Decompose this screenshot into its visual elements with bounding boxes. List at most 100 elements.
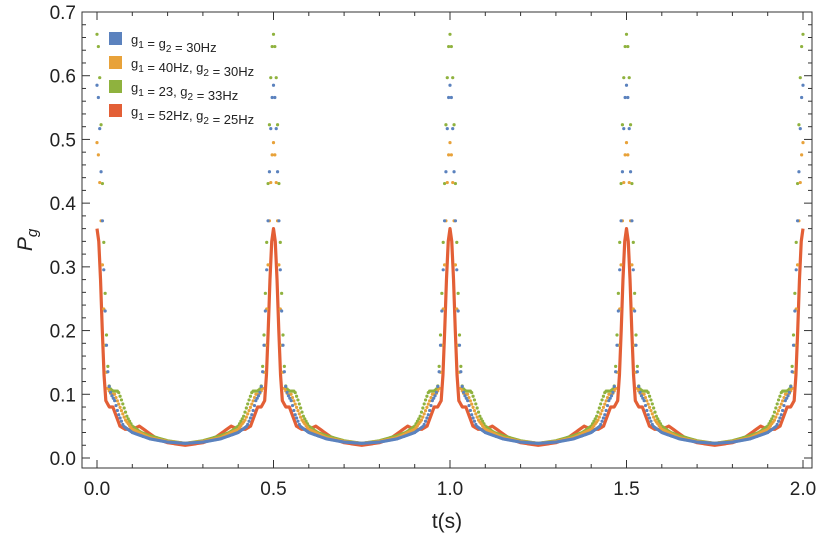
data-point <box>418 414 422 418</box>
data-point <box>297 402 301 406</box>
data-point <box>448 32 452 36</box>
data-point <box>795 219 800 223</box>
data-point <box>601 394 606 398</box>
data-point <box>261 364 265 368</box>
data-point <box>474 412 478 416</box>
data-point <box>630 181 634 186</box>
data-point <box>277 181 281 186</box>
data-point <box>103 309 107 313</box>
data-point <box>592 419 596 423</box>
data-point <box>118 416 122 420</box>
data-point <box>627 76 631 80</box>
data-point <box>115 408 119 413</box>
data-point <box>451 127 455 131</box>
data-point <box>457 343 462 347</box>
data-point <box>247 398 251 402</box>
data-point <box>635 364 639 368</box>
data-point <box>246 412 250 416</box>
data-point <box>652 415 656 419</box>
data-point <box>619 263 623 267</box>
data-point <box>114 395 118 400</box>
data-point <box>96 44 100 49</box>
data-point <box>608 396 612 400</box>
data-point <box>296 398 300 402</box>
data-point <box>304 419 308 423</box>
data-point <box>797 170 801 174</box>
data-point <box>270 95 274 100</box>
data-point <box>444 123 448 127</box>
data-point <box>419 418 424 422</box>
data-point <box>96 95 100 100</box>
data-point <box>433 394 437 398</box>
data-point <box>620 170 625 174</box>
data-point <box>630 219 634 223</box>
data-point <box>626 153 630 157</box>
data-point <box>653 410 657 414</box>
data-point <box>123 410 128 414</box>
data-point <box>624 83 629 87</box>
data-point <box>273 44 277 49</box>
data-point <box>774 415 778 419</box>
data-point <box>286 394 291 398</box>
data-point <box>626 95 630 100</box>
data-point <box>280 309 284 313</box>
data-point <box>244 406 248 410</box>
data-point <box>599 412 603 416</box>
data-point <box>453 181 458 186</box>
data-point <box>601 416 606 420</box>
data-point <box>464 396 468 400</box>
data-point <box>256 394 261 398</box>
data-point <box>293 413 297 417</box>
data-point <box>633 309 637 313</box>
data-point <box>603 413 607 417</box>
x-tick-label: 0.0 <box>84 479 110 500</box>
data-point <box>95 32 99 36</box>
data-point <box>281 333 285 337</box>
data-point <box>652 406 656 410</box>
data-point <box>282 370 286 374</box>
data-point <box>783 399 787 403</box>
data-point <box>630 263 634 267</box>
data-point <box>790 364 794 368</box>
data-point <box>430 399 434 403</box>
data-point <box>103 291 107 295</box>
data-point <box>267 170 272 174</box>
data-point <box>472 419 477 423</box>
data-point <box>459 364 463 368</box>
data-point <box>303 417 307 421</box>
data-point <box>474 402 478 406</box>
data-point <box>795 263 800 267</box>
data-point <box>247 419 251 423</box>
data-point <box>622 127 626 131</box>
plot-frame <box>81 11 813 469</box>
data-point <box>436 384 440 389</box>
data-point <box>600 419 604 423</box>
data-point <box>475 406 479 410</box>
series-2 <box>95 141 805 445</box>
data-point <box>275 123 280 127</box>
data-point <box>95 83 99 87</box>
axes: 0.0 0.5 1.0 1.5 2.0 0.0 0.1 0.2 0.3 0.4 0.5 0.6 0.7 t… <box>14 3 816 533</box>
data-point <box>452 123 456 127</box>
data-point <box>622 76 626 80</box>
data-point <box>273 95 277 100</box>
data-point <box>480 419 485 423</box>
data-point <box>645 399 649 403</box>
data-point <box>448 83 452 87</box>
data-point <box>434 390 439 394</box>
data-point <box>441 268 445 272</box>
data-point <box>620 123 625 127</box>
data-point <box>800 153 804 157</box>
data-point <box>432 396 436 400</box>
data-point <box>441 240 445 244</box>
data-point <box>438 343 443 347</box>
data-point <box>269 180 273 185</box>
data-point <box>246 402 250 406</box>
data-point <box>104 333 109 337</box>
data-point <box>775 422 779 427</box>
data-point <box>444 170 448 174</box>
data-point <box>455 240 459 244</box>
data-point <box>778 416 782 420</box>
data-point <box>628 170 633 174</box>
data-point <box>262 333 266 337</box>
